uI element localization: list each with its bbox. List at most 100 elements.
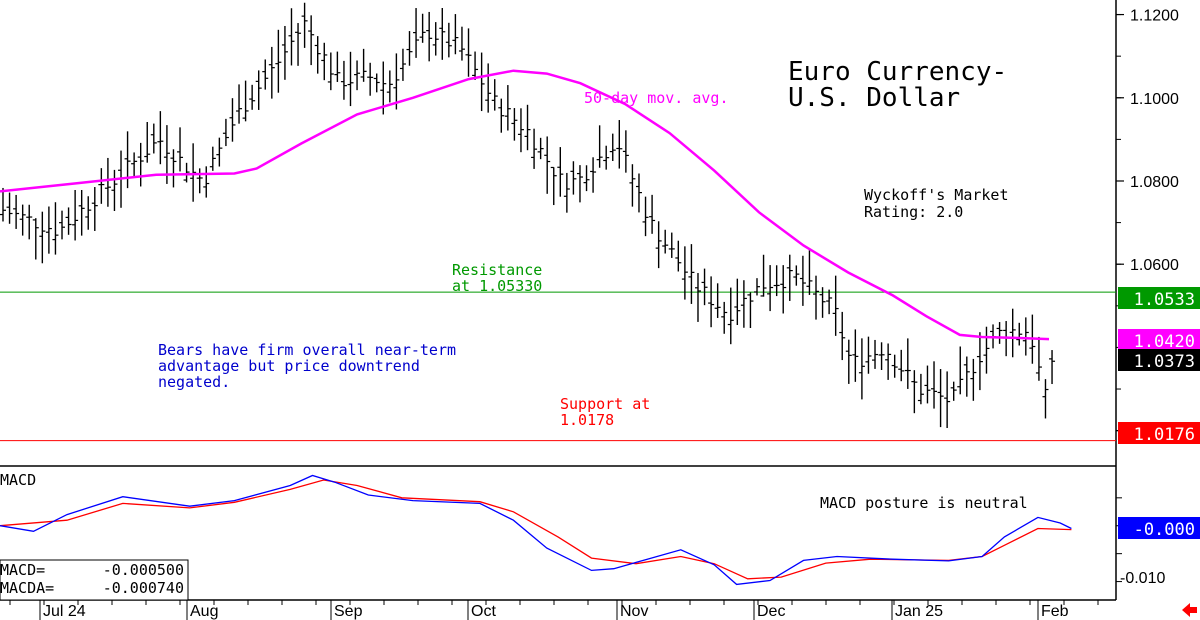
price-bar: [209, 146, 216, 171]
price-bar: [131, 152, 138, 178]
price-bar: [721, 301, 728, 334]
price-bar: [675, 240, 682, 272]
macd-posture-text: MACD posture is neutral: [820, 494, 1028, 512]
price-bar: [445, 22, 452, 58]
price-bar: [0, 187, 6, 222]
price-bar: [740, 280, 747, 328]
date-label: Oct: [471, 603, 496, 620]
price-bar: [458, 26, 465, 61]
price-bar: [950, 381, 957, 401]
price-bar: [268, 46, 275, 99]
price-bar: [839, 311, 846, 361]
price-bar: [347, 51, 354, 107]
price-bar: [242, 80, 249, 122]
price-bar: [367, 62, 374, 96]
price-bar: [813, 275, 820, 320]
price-tick-label: 1.1000: [1130, 91, 1179, 108]
price-bar: [524, 104, 531, 151]
price-bar: [832, 275, 839, 336]
price-bar: [432, 22, 439, 56]
macda-value: -0.000740: [103, 579, 184, 597]
commentary-line2: advantage but price downtrend: [158, 357, 420, 375]
support-label-line2: 1.0178: [560, 411, 614, 429]
date-label: Jan 25: [895, 603, 943, 620]
badge-support-text: 1.0176: [1134, 425, 1195, 445]
price-bar: [655, 221, 662, 269]
price-bar: [72, 190, 79, 241]
price-bar: [393, 53, 400, 110]
price-bar: [924, 365, 931, 404]
price-bar: [511, 108, 518, 141]
price-bar: [694, 273, 701, 322]
price-bar: [583, 165, 590, 192]
rating-line1: Wyckoff's Market: [864, 186, 1009, 204]
price-bar: [13, 194, 20, 229]
price-bar: [537, 137, 544, 160]
price-bar: [177, 127, 184, 172]
badge-last-text: 1.0373: [1134, 352, 1195, 372]
price-bar: [281, 25, 288, 80]
price-bar: [747, 292, 754, 329]
price-bar: [773, 265, 780, 297]
price-badge-support: 1.0176: [1118, 422, 1200, 445]
price-bar: [465, 28, 472, 77]
price-bar: [85, 196, 92, 230]
price-bar: [885, 343, 892, 380]
badge-resistance-text: 1.0533: [1134, 290, 1195, 310]
date-label: Sep: [334, 603, 363, 620]
price-bar: [190, 143, 197, 202]
price-bar: [52, 202, 59, 255]
price-bar: [616, 120, 623, 169]
price-bar: [91, 187, 98, 231]
price-tick-label: 1.0800: [1130, 174, 1179, 191]
price-tick-label: 1.0600: [1130, 257, 1179, 274]
price-bar: [485, 63, 492, 113]
price-bar: [708, 276, 715, 328]
price-bar: [727, 287, 734, 345]
price-bar: [1022, 317, 1029, 356]
price-bar: [760, 254, 767, 297]
price-bar: [531, 128, 538, 169]
price-badge-resistance: 1.0533: [1118, 287, 1200, 310]
price-bar: [111, 169, 118, 211]
price-bar: [321, 42, 328, 81]
price-bar: [622, 130, 629, 173]
price-bar: [976, 332, 983, 391]
price-bar: [150, 123, 157, 154]
rating-line2: Rating: 2.0: [864, 203, 963, 221]
price-badge-ma: 1.0420: [1118, 329, 1200, 352]
price-bar: [1042, 379, 1049, 419]
price-bar: [662, 229, 669, 254]
price-bar: [452, 14, 459, 55]
resistance-label-line1: Resistance: [452, 261, 542, 279]
price-bar: [249, 84, 256, 110]
price-bar: [970, 358, 977, 401]
macd-values-box: MACD= -0.000500 MACDA= -0.000740: [0, 559, 189, 601]
price-bar: [183, 162, 190, 183]
scroll-left-arrow-icon[interactable]: [1182, 603, 1197, 617]
ma-label: 50-day mov. avg.: [584, 89, 729, 107]
price-bar: [963, 356, 970, 397]
price-bar: [196, 168, 203, 194]
date-label: Feb: [1041, 603, 1069, 620]
date-label: Dec: [757, 603, 785, 620]
price-bar: [65, 207, 72, 235]
price-bar: [327, 52, 334, 91]
price-bar: [767, 265, 774, 312]
price-bar: [957, 346, 964, 395]
price-bar: [426, 11, 433, 62]
price-bar: [688, 244, 695, 304]
price-bar: [904, 338, 911, 389]
price-bar: [1009, 308, 1016, 358]
commentary-line3: negated.: [158, 373, 230, 391]
price-bar: [275, 29, 282, 93]
support-label-line1: Support at: [560, 395, 650, 413]
price-bar: [780, 265, 787, 314]
price-bar: [996, 322, 1003, 344]
price-bar: [734, 278, 741, 325]
price-bar: [878, 342, 885, 370]
price-bar: [609, 133, 616, 162]
macd-axis-ticks: [1116, 497, 1122, 583]
price-bar: [340, 60, 347, 100]
price-tick-label: 1.1200: [1130, 8, 1179, 25]
